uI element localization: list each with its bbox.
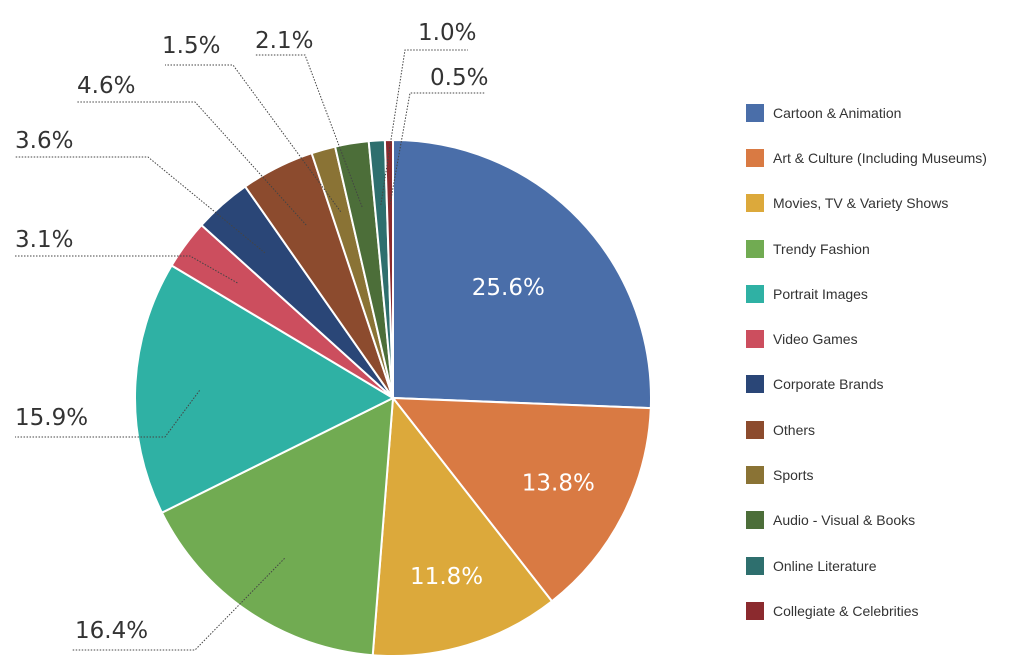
pie-slice-portrait-images [134,264,396,515]
legend-label: Online Literature [773,557,877,574]
legend-swatch [746,466,764,485]
data-label: 3.1% [15,227,73,253]
data-label: 11.8% [410,564,483,590]
data-label: 25.6% [472,275,545,301]
legend-swatch [746,375,764,394]
legend-item: Sports [746,452,987,497]
legend-swatch [746,239,764,258]
legend-item: Collegiate & Celebrities [746,588,987,633]
legend-item: Corporate Brands [746,362,987,407]
leader-lines [15,49,485,651]
leader-line [15,156,266,254]
legend-label: Art & Culture (Including Museums) [773,149,987,166]
legend-label: Video Games [773,331,858,348]
data-label: 13.8% [522,471,595,497]
legend-item: Audio - Visual & Books [746,498,987,543]
data-label: 0.5% [430,65,488,91]
leader-line [255,54,363,208]
data-label: 2.1% [255,28,313,54]
legend-label: Cartoon & Animation [773,104,902,121]
leader-line [165,64,342,212]
data-label: 1.0% [418,20,476,46]
legend-label: Movies, TV & Variety Shows [773,195,949,212]
pie-slice-collegiate-celebrities [383,138,394,399]
data-label: 16.4% [75,618,148,644]
legend-swatch [746,420,764,439]
legend-item: Trendy Fashion [746,226,987,271]
legend-label: Corporate Brands [773,376,884,393]
legend-label: Sports [773,467,814,484]
leader-line [15,390,201,438]
legend-item: Cartoon & Animation [746,90,987,135]
data-label: 15.9% [15,405,88,431]
legend-swatch [746,284,764,303]
pie-slices [134,138,652,657]
data-label: 1.5% [162,33,220,59]
pie-slice-cartoon-animation [392,138,652,410]
leader-line [77,101,307,226]
legend-swatch [746,194,764,213]
leader-line [380,49,468,205]
data-label: 4.6% [77,73,135,99]
legend-item: Movies, TV & Variety Shows [746,181,987,226]
pie-slice-movies-tv-variety-shows [371,395,554,657]
legend-item: Others [746,407,987,452]
legend-item: Art & Culture (Including Museums) [746,135,987,180]
legend-swatch [746,330,764,349]
legend-label: Audio - Visual & Books [773,512,916,529]
legend-item: Online Literature [746,543,987,588]
legend-label: Collegiate & Celebrities [773,602,919,619]
legend-swatch [746,103,764,122]
data-label: 3.6% [15,128,73,154]
legend-item: Video Games [746,316,987,361]
legend-label: Portrait Images [773,285,868,302]
pie-slice-trendy-fashion [160,396,395,657]
legend-swatch [746,511,764,530]
leader-line [15,255,238,284]
legend-label: Trendy Fashion [773,240,870,257]
leader-line [72,557,285,651]
legend: Cartoon & Animation Art & Culture (Includ… [746,90,987,634]
legend-swatch [746,148,764,167]
value-labels: 25.6% 13.8% 11.8% 16.4% 15.9% 3.1% 3.6% 4.6% 1.5… [15,20,595,644]
leader-line [389,92,485,205]
legend-label: Others [773,421,816,438]
pie-slice-art-culture-including-museums [390,396,652,603]
legend-swatch [746,556,764,575]
legend-swatch [746,601,764,620]
legend-item: Portrait Images [746,271,987,316]
